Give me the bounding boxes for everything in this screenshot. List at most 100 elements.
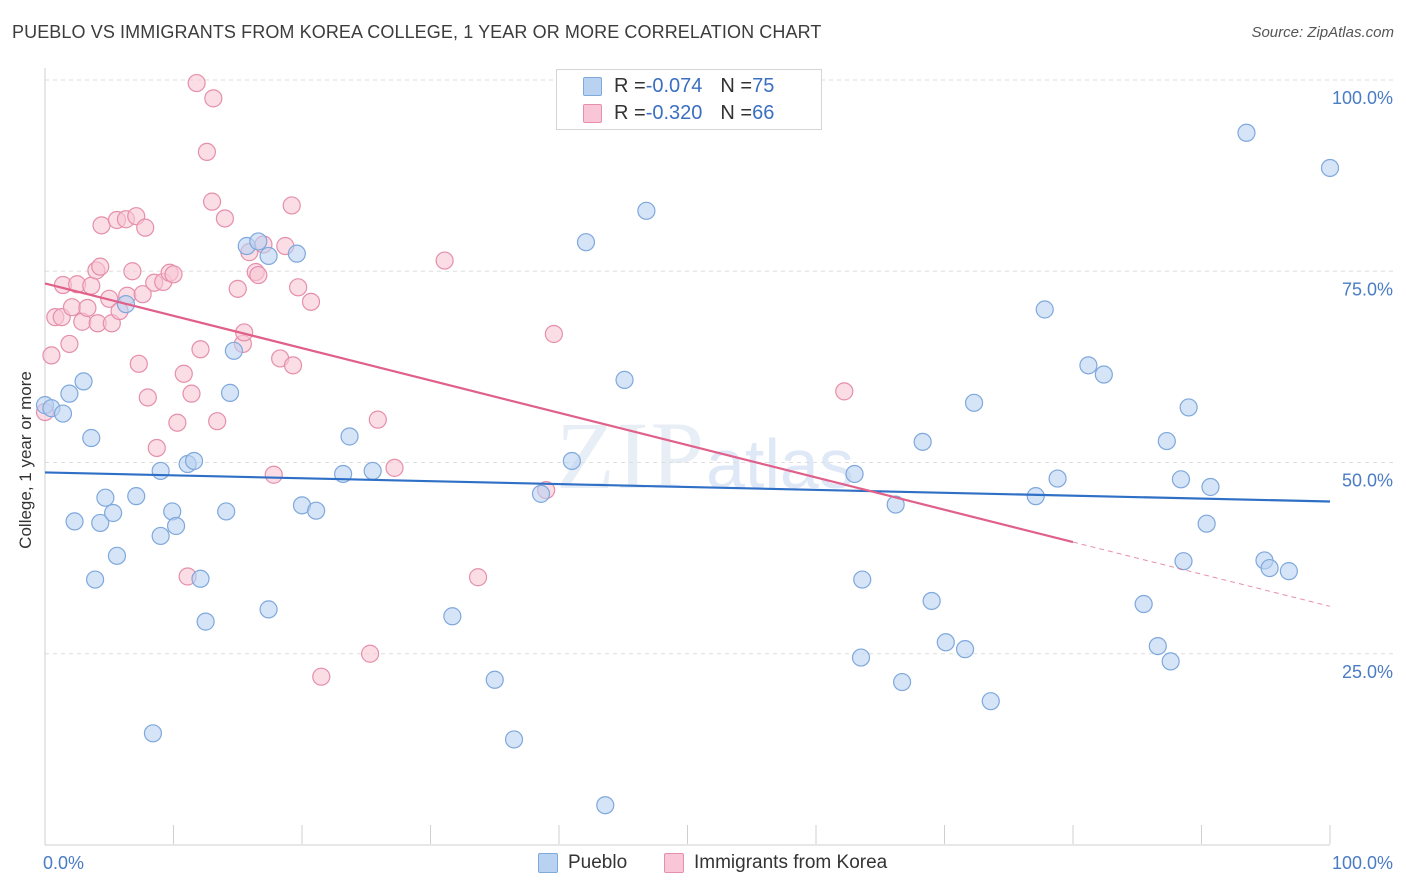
pueblo-point: [259, 246, 278, 266]
series-legend: Pueblo Immigrants from Korea: [0, 852, 1406, 878]
korea-point: [60, 334, 79, 354]
pueblo-r-label: R =: [614, 74, 646, 97]
pueblo-point: [217, 502, 236, 521]
pueblo-point: [196, 612, 215, 631]
korea-point: [191, 340, 210, 359]
pueblo-point: [1320, 158, 1340, 178]
legend-korea-label: Immigrants from Korea: [694, 852, 888, 873]
pueblo-point: [191, 569, 210, 588]
korea-point: [129, 354, 148, 373]
legend-row-pueblo: R = -0.074 N = 75: [583, 73, 774, 99]
legend-item-pueblo: Pueblo: [538, 852, 627, 874]
pueblo-point: [637, 201, 656, 220]
axes: [44, 68, 1331, 846]
y-tick-label: 50.0%: [1342, 471, 1393, 491]
korea-point: [264, 465, 283, 484]
legend-pueblo-label: Pueblo: [568, 852, 628, 873]
korea-point: [187, 73, 206, 93]
korea-point: [368, 410, 387, 429]
korea-point: [208, 412, 227, 431]
korea-r-label: R =: [614, 101, 646, 124]
pueblo-point: [1079, 356, 1098, 375]
korea-point: [42, 346, 61, 365]
korea-point: [204, 89, 223, 108]
pueblo-point: [96, 488, 115, 507]
korea-point: [133, 285, 152, 304]
korea-point: [136, 218, 155, 237]
pueblo-n-value: 75: [752, 74, 775, 97]
pueblo-point: [1179, 398, 1198, 417]
korea-point: [215, 209, 234, 228]
pueblo-point: [82, 428, 101, 448]
korea-point: [435, 251, 454, 270]
legend-korea-swatch: [664, 853, 684, 873]
grid-lines: [45, 79, 1395, 655]
pueblo-point: [485, 670, 504, 689]
korea-point: [282, 196, 301, 215]
pueblo-point: [1174, 552, 1193, 571]
pueblo-point: [1094, 365, 1113, 384]
korea-point: [835, 382, 854, 401]
pueblo-point: [107, 546, 127, 565]
korea-r-value: -0.320: [645, 101, 703, 124]
pueblo-point: [127, 487, 146, 506]
tick-labels: 25.0% 50.0% 75.0% 100.0% 0.0% 100.0%: [43, 88, 1393, 873]
korea-swatch: [583, 103, 602, 123]
pueblo-n-label: N =: [720, 74, 753, 97]
korea-point: [249, 265, 268, 285]
korea-point: [62, 298, 82, 317]
watermark: ZIPatlas: [556, 400, 854, 511]
korea-point: [174, 364, 193, 383]
pueblo-point: [936, 633, 955, 652]
korea-point: [138, 388, 157, 407]
pueblo-point: [892, 672, 912, 692]
korea-point: [197, 142, 217, 162]
pueblo-point: [363, 461, 382, 481]
legend-row-korea: R = -0.320 N = 66: [583, 100, 774, 126]
pueblo-point: [955, 640, 975, 659]
pueblo-point: [504, 730, 524, 749]
pueblo-point: [166, 516, 186, 536]
pueblo-point: [845, 464, 864, 484]
pueblo-point: [562, 451, 581, 471]
korea-point: [544, 324, 563, 344]
pueblo-point: [1157, 431, 1176, 451]
korea-point: [283, 356, 303, 375]
korea-point: [168, 413, 187, 432]
pueblo-r-value: -0.074: [645, 74, 703, 97]
pueblo-point: [287, 244, 306, 263]
korea-trend-extension: [1072, 541, 1331, 607]
pueblo-point: [922, 591, 941, 611]
y-tick-label: 25.0%: [1342, 662, 1393, 682]
korea-point: [228, 279, 247, 298]
korea-point: [289, 278, 308, 297]
correlation-legend: R = -0.074 N = 75 R = -0.320 N = 66: [556, 69, 822, 130]
korea-point: [91, 257, 110, 276]
pueblo-point: [104, 503, 123, 523]
pueblo-point: [143, 724, 163, 743]
pueblo-point: [249, 232, 268, 251]
pueblo-point: [151, 461, 170, 481]
korea-point: [164, 265, 183, 284]
korea-point: [385, 458, 404, 477]
korea-point: [182, 384, 201, 403]
korea-n-value: 66: [752, 101, 775, 124]
korea-point: [312, 667, 331, 686]
pueblo-point: [913, 432, 932, 451]
pueblo-point: [1197, 514, 1216, 533]
pueblo-point: [1026, 487, 1045, 506]
chart-title: PUEBLO VS IMMIGRANTS FROM KOREA COLLEGE,…: [12, 22, 822, 42]
pueblo-trend-line: [44, 471, 1331, 503]
korea-point: [202, 192, 222, 211]
korea-point: [92, 216, 111, 235]
pueblo-point: [74, 372, 93, 391]
pueblo-point: [596, 796, 615, 815]
pueblo-point: [340, 427, 359, 446]
pueblo-point: [1237, 123, 1256, 142]
pueblo-point: [964, 393, 984, 412]
korea-point: [468, 568, 488, 587]
pueblo-point: [91, 513, 110, 533]
pueblo-point: [615, 370, 634, 389]
pueblo-point: [60, 384, 79, 403]
